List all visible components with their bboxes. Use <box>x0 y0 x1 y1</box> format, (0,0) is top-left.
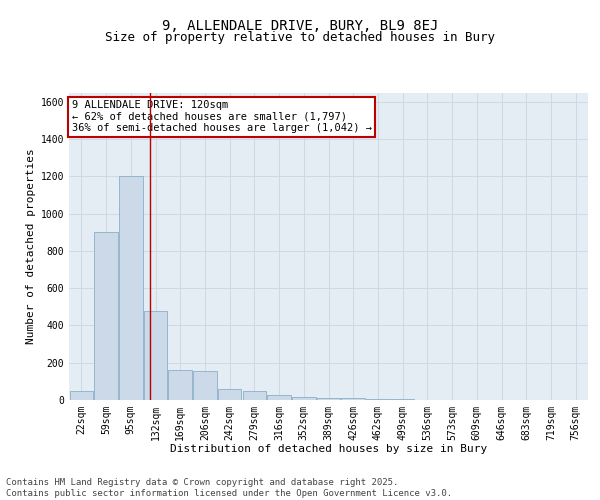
Bar <box>94 232 118 400</box>
Bar <box>169 370 192 400</box>
Bar <box>70 390 93 400</box>
Bar <box>144 312 167 400</box>
Bar <box>218 389 241 400</box>
Bar <box>366 399 389 400</box>
Y-axis label: Number of detached properties: Number of detached properties <box>26 148 37 344</box>
Text: Contains HM Land Registry data © Crown copyright and database right 2025.
Contai: Contains HM Land Registry data © Crown c… <box>6 478 452 498</box>
Text: 9 ALLENDALE DRIVE: 120sqm
← 62% of detached houses are smaller (1,797)
36% of se: 9 ALLENDALE DRIVE: 120sqm ← 62% of detac… <box>71 100 371 134</box>
X-axis label: Distribution of detached houses by size in Bury: Distribution of detached houses by size … <box>170 444 487 454</box>
Bar <box>317 398 340 400</box>
Bar <box>242 390 266 400</box>
Bar <box>268 396 291 400</box>
Bar <box>292 397 316 400</box>
Bar <box>193 371 217 400</box>
Text: Size of property relative to detached houses in Bury: Size of property relative to detached ho… <box>105 31 495 44</box>
Bar <box>341 398 365 400</box>
Bar <box>119 176 143 400</box>
Text: 9, ALLENDALE DRIVE, BURY, BL9 8EJ: 9, ALLENDALE DRIVE, BURY, BL9 8EJ <box>162 19 438 33</box>
